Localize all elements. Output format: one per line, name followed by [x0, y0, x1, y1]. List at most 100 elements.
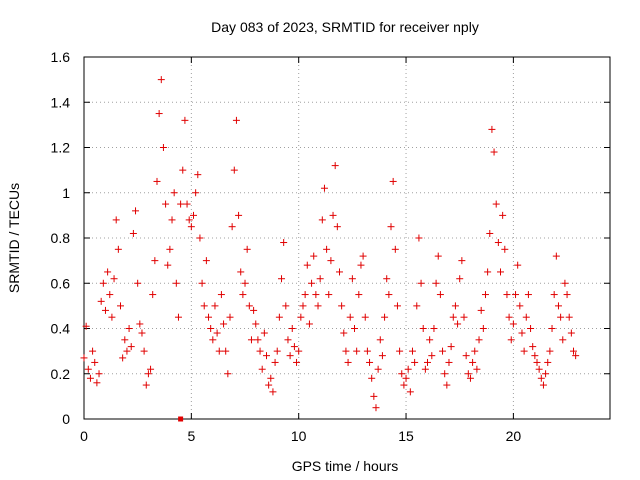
data-point [181, 116, 189, 124]
data-point [224, 370, 232, 378]
data-point [499, 211, 507, 219]
data-point [119, 354, 127, 362]
data-point [389, 177, 397, 185]
data-point [327, 257, 335, 265]
data-point [241, 279, 249, 287]
data-point [417, 279, 425, 287]
data-point [421, 365, 429, 373]
data-point [177, 200, 185, 208]
data-point [121, 336, 129, 344]
data-point [82, 322, 90, 330]
y-tick-label: 1.4 [51, 94, 71, 110]
data-point [226, 313, 234, 321]
data-point [346, 313, 354, 321]
data-point [217, 291, 225, 299]
data-point [174, 313, 182, 321]
data-point [494, 239, 502, 247]
data-point [428, 352, 436, 360]
data-point [189, 211, 197, 219]
data-point [572, 352, 580, 360]
data-point [288, 325, 296, 332]
data-point [374, 365, 382, 373]
data-point [323, 245, 331, 253]
data-point [299, 302, 307, 310]
data-point [271, 358, 279, 366]
data-point [316, 275, 324, 283]
data-point [134, 279, 142, 287]
data-point [464, 370, 472, 378]
data-point [348, 275, 356, 283]
y-axis-title: SRMTID / TECUs [6, 183, 22, 293]
data-point [228, 223, 236, 231]
data-point [331, 162, 339, 170]
data-point [529, 343, 537, 351]
data-point [454, 320, 462, 328]
data-point [501, 245, 509, 253]
data-points [80, 76, 580, 422]
data-point [479, 325, 487, 332]
data-point [258, 365, 266, 373]
data-point [97, 297, 105, 305]
data-point [155, 110, 163, 118]
data-point [419, 325, 427, 332]
data-point [458, 257, 466, 265]
data-point [368, 374, 376, 382]
data-point [537, 374, 545, 382]
data-point [239, 291, 247, 299]
data-point [112, 216, 120, 224]
axis-ticks [83, 56, 610, 420]
data-point [245, 302, 253, 310]
data-point [546, 347, 554, 355]
data-point [359, 252, 367, 260]
data-point [303, 261, 311, 269]
data-point [372, 404, 380, 412]
data-point [123, 347, 131, 355]
data-point [213, 329, 221, 337]
data-point [451, 302, 459, 310]
data-point [507, 336, 515, 344]
data-point [99, 279, 107, 287]
data-point [93, 379, 101, 387]
data-point [477, 306, 485, 314]
data-point [250, 306, 258, 314]
data-point [200, 302, 208, 310]
data-point [91, 358, 99, 366]
y-tick-label: 0.6 [51, 275, 71, 291]
data-point [434, 252, 442, 260]
data-point [110, 275, 118, 283]
data-point [522, 313, 530, 321]
data-point [462, 352, 470, 360]
data-point [168, 216, 176, 224]
data-point [567, 329, 575, 337]
data-point [385, 291, 393, 299]
data-point [469, 358, 477, 366]
data-point [310, 252, 318, 260]
data-point [335, 268, 343, 276]
data-point [503, 291, 511, 299]
data-point [286, 352, 294, 360]
data-point [211, 302, 219, 310]
data-point [273, 347, 281, 355]
data-point [396, 347, 404, 355]
data-point [183, 200, 191, 208]
data-point [194, 171, 202, 179]
data-point [280, 239, 288, 247]
chart-title: Day 083 of 2023, SRMTID for receiver npl… [211, 19, 479, 35]
data-point-marker [178, 416, 184, 422]
data-point [132, 207, 140, 215]
data-point [387, 223, 395, 231]
data-point [424, 358, 432, 366]
data-point [436, 291, 444, 299]
data-point [104, 268, 112, 276]
data-point [86, 374, 94, 382]
data-point [363, 347, 371, 355]
data-point [209, 336, 217, 344]
plot-frame [83, 56, 611, 420]
data-point [230, 166, 238, 174]
data-point [381, 313, 389, 321]
data-point [514, 261, 522, 269]
data-point [473, 365, 481, 373]
data-point [370, 392, 378, 400]
data-point [295, 347, 303, 355]
data-point [486, 229, 494, 237]
